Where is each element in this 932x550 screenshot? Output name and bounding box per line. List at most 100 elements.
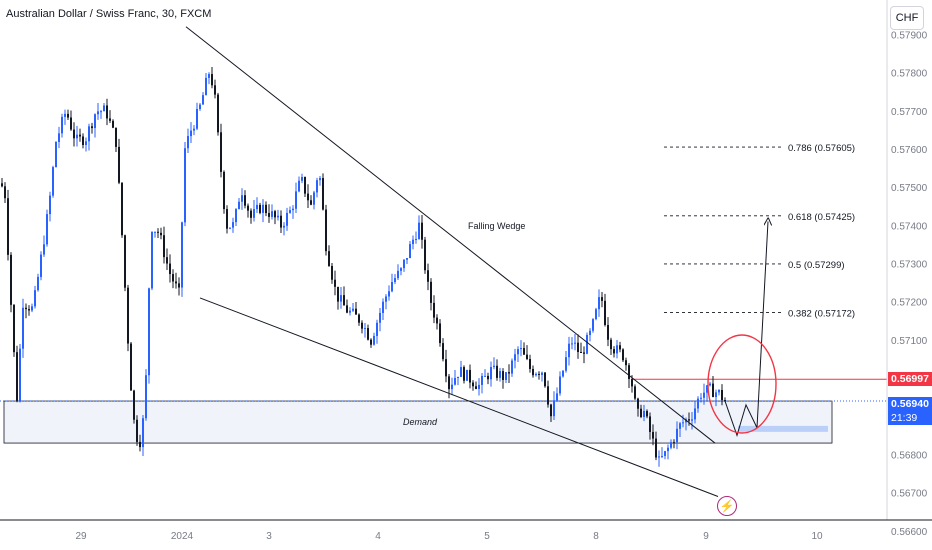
candle-body — [517, 349, 519, 355]
candle-body — [376, 322, 378, 336]
candle-body — [142, 418, 144, 448]
candle-body — [286, 212, 288, 226]
candle-body — [67, 113, 69, 118]
candle-body — [592, 319, 594, 331]
y-tick-4: 0.57500 — [891, 183, 928, 194]
fib-label-0: 0.786 (0.57605) — [788, 143, 855, 154]
candle-body — [31, 306, 33, 311]
candle-body — [52, 167, 54, 196]
candle-body — [364, 328, 366, 330]
candle-body — [169, 263, 171, 275]
candle-body — [565, 357, 567, 371]
candle-body — [532, 368, 534, 376]
candle-body — [526, 354, 528, 360]
fib-label-2: 0.5 (0.57299) — [788, 260, 845, 271]
candle-body — [601, 297, 603, 301]
y-tick-10: 0.56700 — [891, 489, 928, 500]
candle-body — [442, 343, 444, 360]
candle-body — [94, 114, 96, 129]
candle-body — [157, 231, 159, 233]
currency-button[interactable]: CHF — [890, 6, 924, 30]
candle-body — [640, 408, 642, 417]
candle-body — [82, 136, 84, 146]
fib-label-1: 0.618 (0.57425) — [788, 212, 855, 223]
candle-body — [214, 85, 216, 95]
candle-body — [133, 390, 135, 420]
candle-body — [343, 295, 345, 306]
candle-body — [649, 416, 651, 432]
candle-body — [253, 209, 255, 218]
candle-body — [262, 204, 264, 213]
candle-body — [34, 290, 36, 307]
candle-body — [232, 222, 234, 228]
candle-body — [130, 343, 132, 391]
candle-body — [103, 105, 105, 112]
lightning-icon[interactable]: ⚡ — [717, 496, 737, 516]
candle-body — [670, 442, 672, 448]
candle-body — [388, 291, 390, 297]
candle-body — [148, 288, 150, 376]
candle-body — [424, 239, 426, 271]
candle-body — [529, 359, 531, 369]
candle-body — [613, 349, 615, 354]
candle-body — [1, 183, 3, 187]
candle-body — [400, 268, 402, 271]
candle-body — [514, 354, 516, 361]
candle-body — [373, 335, 375, 345]
candle-body — [298, 180, 300, 192]
candle-body — [541, 372, 543, 375]
candle-body — [457, 376, 459, 378]
fib-label-3: 0.382 (0.57172) — [788, 308, 855, 319]
x-tick-1: 2024 — [171, 531, 194, 542]
y-tick-2: 0.57700 — [891, 107, 928, 118]
candle-body — [337, 286, 339, 302]
candle-body — [634, 386, 636, 399]
candle-body — [259, 204, 261, 213]
candle-body — [583, 352, 585, 354]
candle-body — [235, 209, 237, 223]
candle-body — [403, 259, 405, 269]
candle-body — [619, 345, 621, 350]
candle-body — [658, 456, 660, 458]
candle-body — [418, 222, 420, 239]
candle-body — [205, 77, 207, 96]
candle-body — [622, 349, 624, 361]
candle-body — [115, 127, 117, 147]
candle-body — [127, 287, 129, 344]
candle-body — [547, 386, 549, 405]
candle-body — [673, 442, 675, 444]
candle-body — [445, 359, 447, 377]
x-tick-4: 5 — [484, 531, 490, 542]
candle-body — [358, 314, 360, 323]
candle-body — [382, 301, 384, 313]
candle-body — [544, 372, 546, 387]
candle-body — [718, 389, 720, 393]
candle-body — [421, 222, 423, 240]
candle-body — [88, 126, 90, 142]
candle-body — [721, 389, 723, 401]
candle-body — [49, 195, 51, 215]
candle-body — [178, 283, 180, 288]
candle-body — [652, 431, 654, 439]
current-price-label: 0.56940 — [888, 397, 932, 412]
candle-body — [58, 133, 60, 142]
candle-body — [577, 342, 579, 353]
x-tick-3: 4 — [375, 531, 381, 542]
candle-body — [211, 74, 213, 86]
candle-body — [586, 334, 588, 354]
y-tick-3: 0.57600 — [891, 145, 928, 156]
candle-body — [124, 235, 126, 288]
candle-body — [22, 307, 24, 349]
candle-body — [244, 195, 246, 206]
candle-body — [409, 244, 411, 259]
candle-body — [691, 419, 693, 421]
candle-body — [190, 130, 192, 137]
candle-body — [184, 148, 186, 223]
candle-body — [4, 186, 6, 199]
candle-body — [304, 176, 306, 194]
candle-body — [499, 371, 501, 378]
candle-body — [496, 365, 498, 378]
candle-body — [610, 339, 612, 350]
candle-body — [520, 348, 522, 350]
